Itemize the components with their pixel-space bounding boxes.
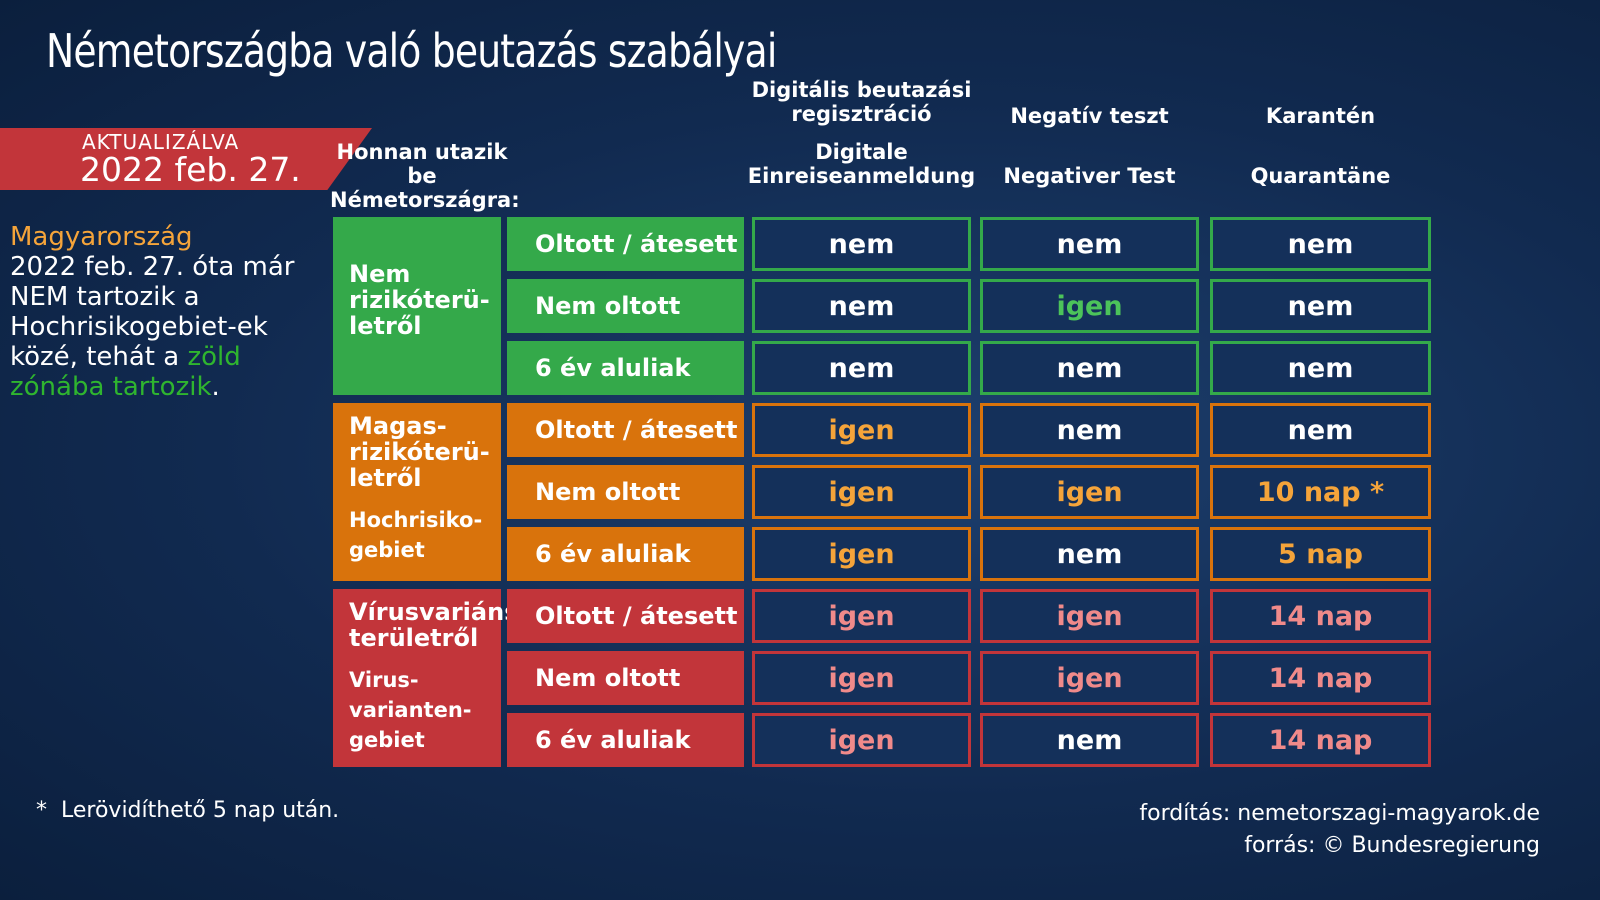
- cell: igen: [752, 651, 971, 705]
- group-name: Magas- rizikóterü- letről: [349, 412, 490, 492]
- cell: igen: [980, 279, 1199, 333]
- ribbon: [0, 128, 372, 190]
- column-header-de: Digitale Einreiseanmeldung: [747, 140, 976, 188]
- cell: nem: [980, 403, 1199, 457]
- updated-label: AKTUALIZÁLVA: [82, 130, 240, 154]
- cell: nem: [1210, 279, 1431, 333]
- cell: 14 nap: [1210, 589, 1431, 643]
- cell: igen: [752, 403, 971, 457]
- note-text: 2022 feb. 27. óta már NEM tartozik a Hoc…: [10, 252, 295, 372]
- cell: 10 nap *: [1210, 465, 1431, 519]
- cell: igen: [752, 527, 971, 581]
- cell: nem: [752, 279, 971, 333]
- category: Nem oltott: [507, 279, 744, 333]
- cell: igen: [980, 465, 1199, 519]
- group-name-de: Hochrisiko- gebiet: [349, 508, 483, 562]
- title: Németországba való beutazás szabályai: [46, 24, 777, 78]
- cell: nem: [980, 341, 1199, 395]
- cell: nem: [1210, 341, 1431, 395]
- category: 6 év aluliak: [507, 341, 744, 395]
- category: Oltott / átesett: [507, 403, 744, 457]
- note-end: .: [211, 372, 220, 402]
- category: 6 év aluliak: [507, 713, 744, 767]
- cell: nem: [752, 217, 971, 271]
- note-highlight: zöld zónába tartozik: [10, 342, 241, 402]
- footnote: * Lerövidíthető 5 nap után.: [36, 798, 339, 823]
- column-header: Karantén: [1265, 104, 1376, 128]
- cell: igen: [980, 589, 1199, 643]
- cell: igen: [980, 651, 1199, 705]
- group-label: Magas- rizikóterü- letről Hochrisiko- geb…: [333, 403, 501, 581]
- cell: 14 nap: [1210, 651, 1431, 705]
- cell: nem: [752, 341, 971, 395]
- cell: nem: [980, 713, 1199, 767]
- note: Magyarország 2022 feb. 27. óta már NEM ta…: [10, 222, 320, 402]
- category: Oltott / átesett: [507, 589, 744, 643]
- cell: nem: [980, 217, 1199, 271]
- category: Nem oltott: [507, 651, 744, 705]
- cell: igen: [752, 589, 971, 643]
- footnote-text: Lerövidíthető 5 nap után.: [61, 798, 340, 823]
- column-header-de: Quarantäne: [1250, 164, 1391, 188]
- group-name: Nem rizikóterü- letről: [349, 260, 490, 340]
- group-label: Vírusvariáns területről Virus- varianten-…: [333, 589, 519, 767]
- credit: fordítás: nemetorszagi-magyarok.de: [1139, 801, 1540, 826]
- category: Nem oltott: [507, 465, 744, 519]
- cell: 14 nap: [1210, 713, 1431, 767]
- column-header: Negatív teszt: [1010, 104, 1169, 128]
- category: Oltott / átesett: [507, 217, 744, 271]
- credit: forrás: © Bundesregierung: [1244, 833, 1540, 858]
- group-label: Nem rizikóterü- letről: [333, 217, 501, 395]
- category: 6 év aluliak: [507, 527, 744, 581]
- group-name: Vírusvariáns területről: [349, 598, 519, 652]
- cell: 5 nap: [1210, 527, 1431, 581]
- cell: nem: [980, 527, 1199, 581]
- column-header: Digitális beutazási regisztráció: [751, 78, 972, 126]
- cell: igen: [752, 465, 971, 519]
- cell: nem: [1210, 217, 1431, 271]
- updated-date: 2022 feb. 27.: [80, 150, 301, 189]
- origin-header: Honnan utazik be Németországra:: [330, 140, 520, 212]
- cell: igen: [752, 713, 971, 767]
- column-header-de: Negativer Test: [1003, 164, 1176, 188]
- footnote-mark: *: [36, 798, 47, 823]
- country: Magyarország: [10, 222, 193, 252]
- credits: fordítás: nemetorszagi-magyarok.de forrás…: [1139, 798, 1540, 862]
- group-name-de: Virus- varianten- gebiet: [349, 668, 472, 752]
- cell: nem: [1210, 403, 1431, 457]
